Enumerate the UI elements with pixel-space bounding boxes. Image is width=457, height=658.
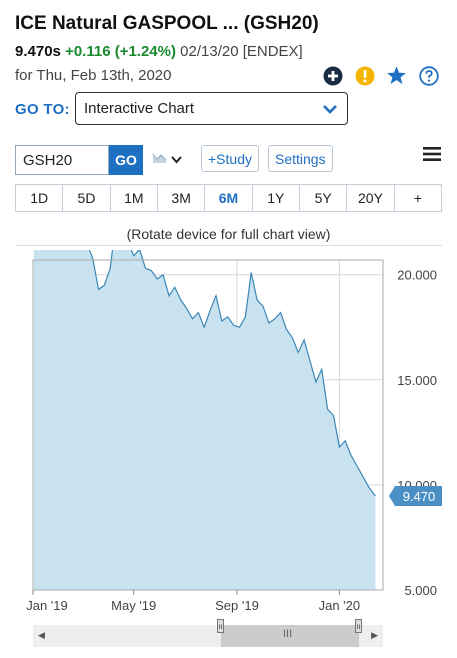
divider (15, 245, 442, 246)
x-tick-label: Sep '19 (215, 598, 259, 613)
price-line: 9.470s +0.116 (+1.24%) 02/13/20 [ENDEX] (15, 43, 303, 60)
symbol-input[interactable] (15, 145, 109, 175)
x-tick-label: May '19 (111, 598, 156, 613)
last-value-label: 9.470 (389, 486, 442, 507)
y-tick-label: 5.000 (404, 583, 437, 598)
range-tab-5d[interactable]: 5D (63, 185, 111, 211)
quote-meta: 02/13/20 [ENDEX] (180, 43, 303, 60)
chart-type-dropdown[interactable] (152, 151, 182, 169)
price-change: +0.116 (+1.24%) (65, 43, 176, 60)
goto-select[interactable]: Interactive Chart (75, 92, 348, 125)
instrument-title: ICE Natural GASPOOL ... (GSH20) (15, 13, 319, 34)
x-axis-ticks: Jan '19 May '19 Sep '19 Jan '20 (26, 590, 360, 613)
add-study-button[interactable]: +Study (201, 145, 259, 172)
star-icon[interactable] (386, 65, 407, 86)
x-tick-label: Jan '20 (319, 598, 361, 613)
range-tab-1y[interactable]: 1Y (253, 185, 300, 211)
last-value-text: 9.470 (403, 489, 436, 504)
chevron-down-icon (322, 102, 338, 120)
hamburger-menu-icon[interactable] (423, 147, 441, 166)
plot-border (32, 259, 384, 591)
last-price: 9.470s (15, 43, 61, 60)
chevron-down-icon (171, 151, 182, 169)
header-actions (322, 65, 439, 86)
alert-icon[interactable] (354, 65, 375, 86)
scroll-left-icon[interactable]: ◀ (38, 630, 45, 640)
quote-date: for Thu, Feb 13th, 2020 (15, 67, 172, 84)
rotate-note: (Rotate device for full chart view) (126, 226, 331, 242)
goto-select-value: Interactive Chart (84, 100, 195, 117)
range-tab-more[interactable]: + (413, 190, 422, 206)
price-line (88, 250, 376, 497)
line-chart-icon (152, 151, 167, 169)
range-tab-5y[interactable]: 5Y (300, 185, 348, 211)
help-icon[interactable] (418, 65, 439, 86)
grip-icon: III (283, 628, 293, 640)
settings-button[interactable]: Settings (268, 145, 333, 172)
time-range-tabs: 1D 5D 1M 3M 6M 1Y 5Y 20Y + (15, 184, 442, 212)
range-handle-right[interactable]: ıı (355, 619, 362, 633)
range-tab-6m[interactable]: 6M (205, 185, 253, 211)
goto-label: GO TO: (15, 101, 70, 118)
price-area (33, 250, 376, 590)
y-tick-label: 20.000 (397, 268, 437, 283)
range-tab-20y[interactable]: 20Y (347, 185, 395, 211)
scroll-right-icon[interactable]: ▶ (371, 630, 378, 640)
chart-range-scroller[interactable]: ◀ III ıı ıı ▶ (33, 619, 383, 647)
range-tab-1d[interactable]: 1D (16, 185, 64, 211)
go-button[interactable]: GO (109, 145, 143, 175)
last-value-badge (389, 486, 442, 507)
plus-circle-icon[interactable] (322, 65, 343, 86)
scroller-thumb[interactable] (221, 625, 359, 647)
y-tick-label: 15.000 (397, 373, 437, 388)
range-tab-1m[interactable]: 1M (111, 185, 158, 211)
range-handle-left[interactable]: ıı (217, 619, 224, 633)
range-tab-3m[interactable]: 3M (158, 185, 206, 211)
x-tick-label: Jan '19 (26, 598, 68, 613)
